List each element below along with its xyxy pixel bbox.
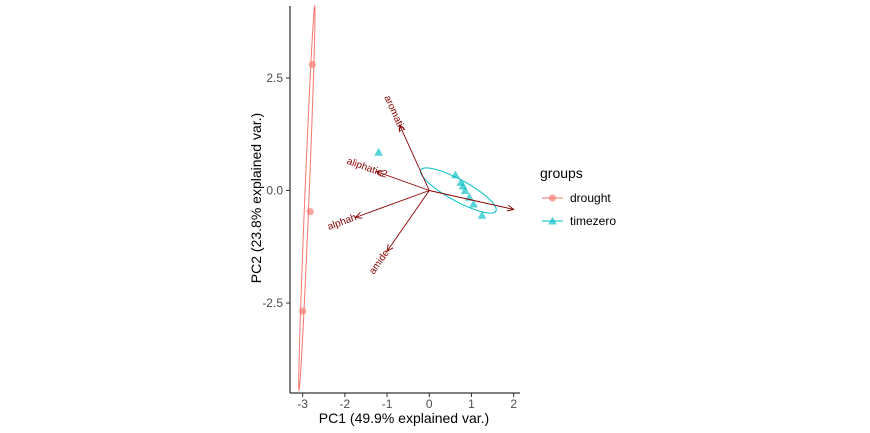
y-axis-title: PC2 (23.8% explained var.) — [248, 113, 264, 283]
timezero-point — [374, 147, 384, 156]
drought-point — [306, 208, 314, 216]
loading-label-aliphatic2: aliphatic2 — [345, 156, 389, 181]
drought-ellipse — [298, 4, 316, 392]
loading-label-amide: amide — [367, 248, 392, 277]
legend-key-circle — [548, 194, 557, 202]
y-tick-label: 0.0 — [266, 184, 283, 198]
loading-arrowhead — [375, 170, 384, 177]
legend-label-drought: drought — [570, 191, 611, 205]
x-tick-label: -1 — [382, 397, 393, 411]
x-tick-label: 0 — [426, 397, 433, 411]
drought-point — [299, 307, 307, 315]
loading-arrowhead — [506, 204, 515, 212]
loading-arrow-var4 — [429, 190, 514, 210]
drought-point — [308, 60, 316, 69]
x-tick-label: 1 — [468, 397, 475, 411]
x-tick-label: -2 — [340, 397, 351, 411]
timezero-point — [469, 199, 478, 208]
timezero-point — [460, 186, 470, 195]
x-axis-title: PC1 (49.9% explained var.) — [319, 410, 489, 426]
y-tick-label: 2.5 — [266, 71, 283, 85]
axes-layer: -3 -2 -1 0 1 2 2.5 0.0 -2.5 — [262, 6, 520, 411]
loading-label-aromatic: aromatic — [381, 94, 407, 133]
timezero-point — [477, 210, 487, 219]
loading-arrow-aromatic — [399, 125, 430, 191]
timezero-point — [451, 170, 460, 179]
legend-key-triangle — [548, 216, 557, 225]
x-tick-label: -3 — [297, 397, 308, 411]
loading-arrowhead — [354, 212, 363, 219]
loading-arrow-aliphatic2 — [376, 171, 430, 191]
loadings-layer: aromatic aliphatic2 alphah amide — [326, 94, 515, 277]
ellipses-layer — [298, 4, 497, 392]
timezero-ellipse — [420, 167, 497, 214]
x-tick-label: 2 — [510, 397, 517, 411]
loading-label-alphah: alphah — [326, 212, 358, 233]
legend-label-timezero: timezero — [570, 214, 616, 228]
loading-arrow-amide — [386, 190, 430, 252]
legend-title: groups — [540, 165, 583, 181]
loading-arrow-alphah — [355, 190, 430, 218]
loading-arrowhead — [399, 124, 406, 133]
loading-arrowhead — [386, 244, 394, 253]
legend: groups drought timezero — [540, 165, 616, 228]
y-tick-label: -2.5 — [262, 296, 283, 310]
